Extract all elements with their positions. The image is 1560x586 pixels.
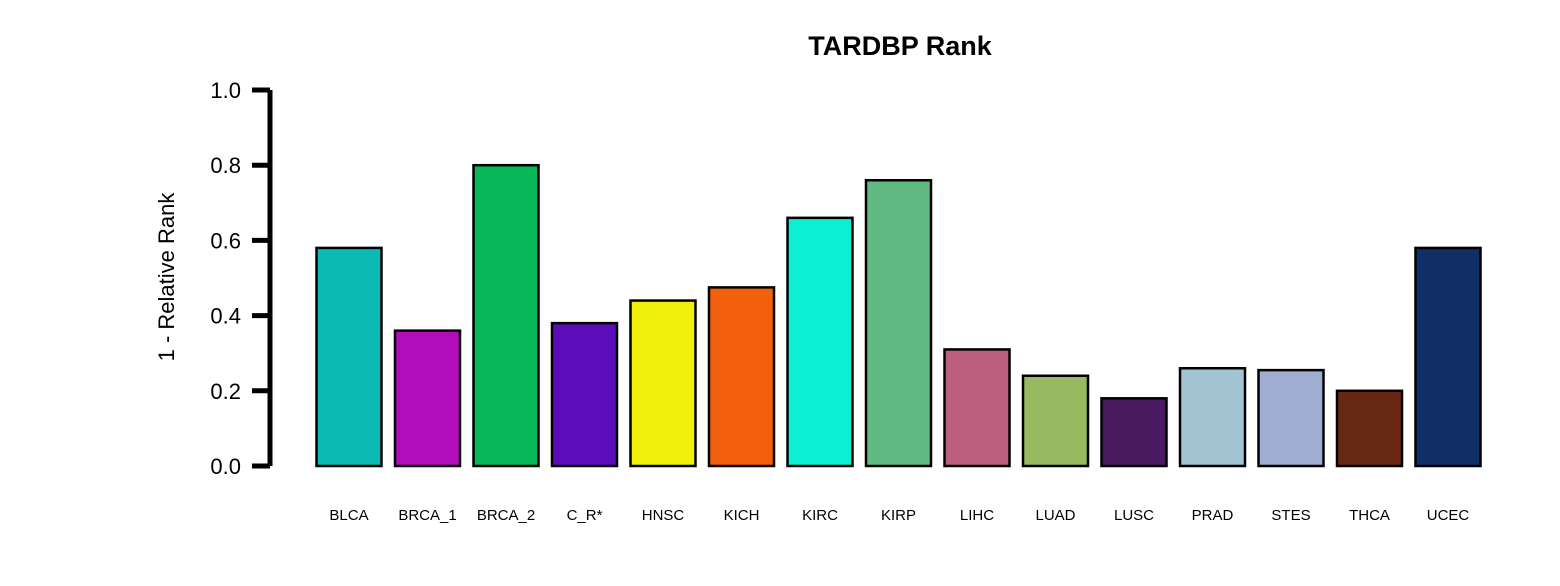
bar-brca-1: [393, 329, 462, 468]
x-tick-label: LUSC: [1114, 507, 1154, 524]
bar-ucec: [1414, 246, 1482, 468]
x-tick-label: STES: [1271, 507, 1310, 524]
x-tick-label: THCA: [1349, 507, 1390, 524]
x-tick-label: BRCA_1: [398, 507, 456, 524]
bar-thca: [1335, 389, 1404, 468]
bar-blca: [315, 246, 383, 468]
x-tick-label: KIRC: [802, 507, 838, 524]
x-tick-label: KICH: [724, 507, 760, 524]
bar-c-r: [550, 321, 619, 468]
y-tick-label: 0.8: [210, 153, 241, 178]
bar-brca-2: [472, 163, 540, 468]
bars: [315, 163, 1482, 468]
y-tick-label: 0.4: [210, 304, 241, 329]
y-tick-label: 1.0: [210, 78, 241, 103]
y-tick-label: 0.2: [210, 379, 241, 404]
x-tick-label: PRAD: [1192, 507, 1234, 524]
chart-title: TARDBP Rank: [808, 31, 993, 61]
x-tick-labels: BLCA BRCA_1 BRCA_2 C_R* HNSC KICH KIRC KIRP LIHC…: [329, 507, 1469, 524]
bar-hnsc: [629, 299, 697, 468]
y-tick-label: 0.0: [210, 454, 241, 479]
x-tick-label: LIHC: [960, 507, 994, 524]
x-tick-label: HNSC: [642, 507, 685, 524]
bar-kirp: [864, 178, 933, 468]
x-tick-label: BRCA_2: [477, 507, 535, 524]
x-tick-label: C_R*: [567, 507, 603, 524]
y-axis-label: 1 - Relative Rank: [154, 192, 179, 362]
y-tick-label: 0.6: [210, 228, 241, 253]
bar-lihc: [943, 348, 1011, 468]
x-tick-label: KIRP: [881, 507, 916, 524]
x-tick-label: LUAD: [1035, 507, 1075, 524]
bar-luad: [1021, 374, 1090, 468]
x-tick-label: BLCA: [329, 507, 368, 524]
bar-kich: [707, 286, 776, 468]
bar-prad: [1178, 366, 1247, 468]
x-tick-label: UCEC: [1427, 507, 1470, 524]
bar-kirc: [786, 216, 854, 468]
bar-lusc: [1100, 397, 1168, 468]
bar-stes: [1257, 368, 1325, 468]
y-axis: 0.0 0.2 0.4 0.6 0.8 1.0: [210, 78, 273, 479]
